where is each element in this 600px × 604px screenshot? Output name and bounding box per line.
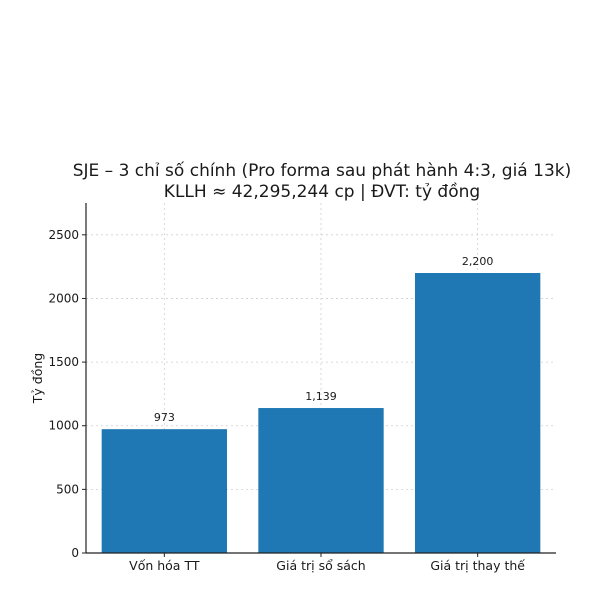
bar (415, 273, 541, 553)
bar-value-label: 2,200 (462, 255, 494, 268)
y-axis-title: Tỷ đồng (30, 353, 45, 404)
x-tick-label: Vốn hóa TT (129, 558, 200, 573)
chart-title-line-2: KLLH ≈ 42,295,244 cp | ĐVT: tỷ đồng (164, 181, 480, 202)
y-tick-label: 1500 (48, 355, 79, 369)
y-tick-label: 2500 (48, 228, 79, 242)
bar (258, 408, 384, 553)
y-tick-label: 0 (71, 546, 79, 560)
labels-layer: 973 Vốn hóa TT 1,139 Giá trị sổ sách 2,200 Gi… (129, 255, 525, 573)
chart-title-line-1: SJE – 3 chỉ số chính (Pro forma sau phát… (73, 160, 572, 181)
y-tick-label: 500 (56, 482, 79, 496)
ticks-layer: 0 500 1000 1500 2000 2500 (48, 228, 479, 560)
x-tick-label: Giá trị thay thế (430, 558, 525, 573)
y-tick-label: 2000 (48, 291, 79, 305)
bar-value-label: 973 (154, 411, 175, 424)
bar (101, 429, 227, 553)
y-tick-label: 1000 (48, 419, 79, 433)
bar-value-label: 1,139 (305, 390, 337, 403)
x-tick-label: Giá trị sổ sách (276, 558, 365, 573)
bars-layer (101, 273, 541, 553)
